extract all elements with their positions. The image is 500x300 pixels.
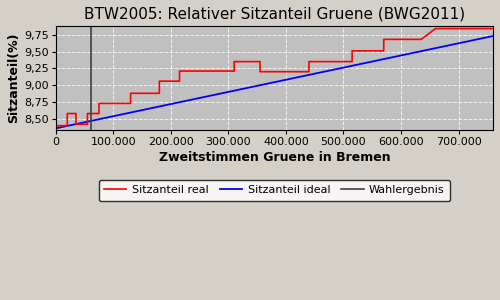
Sitzanteil real bbox=[73, 122, 79, 126]
Sitzanteil real bbox=[401, 38, 407, 41]
Sitzanteil real bbox=[418, 38, 424, 41]
Sitzanteil real bbox=[334, 60, 340, 63]
Sitzanteil real bbox=[366, 49, 372, 52]
Sitzanteil real bbox=[64, 124, 70, 128]
Sitzanteil real bbox=[320, 60, 326, 63]
Sitzanteil real bbox=[200, 69, 205, 73]
Sitzanteil real bbox=[145, 92, 151, 95]
Sitzanteil real bbox=[432, 27, 438, 30]
Sitzanteil real bbox=[467, 27, 473, 30]
Sitzanteil real bbox=[334, 60, 340, 63]
Sitzanteil real bbox=[432, 27, 438, 30]
Line: Sitzanteil real: Sitzanteil real bbox=[56, 28, 493, 126]
Sitzanteil real bbox=[418, 38, 424, 41]
Sitzanteil real bbox=[490, 27, 496, 30]
Sitzanteil real bbox=[96, 112, 102, 115]
Sitzanteil real bbox=[176, 69, 182, 73]
X-axis label: Zweitstimmen Gruene in Bremen: Zweitstimmen Gruene in Bremen bbox=[158, 152, 390, 164]
Sitzanteil real bbox=[128, 102, 134, 105]
Sitzanteil real bbox=[467, 27, 473, 30]
Sitzanteil real bbox=[231, 69, 237, 73]
Sitzanteil real bbox=[306, 60, 312, 63]
Sitzanteil real bbox=[320, 60, 326, 63]
Y-axis label: Sitzanteil(%): Sitzanteil(%) bbox=[7, 33, 20, 123]
Sitzanteil real bbox=[156, 80, 162, 83]
Sitzanteil real bbox=[53, 124, 59, 128]
Sitzanteil real bbox=[380, 49, 386, 52]
Sitzanteil real bbox=[128, 92, 134, 95]
Sitzanteil real bbox=[231, 60, 237, 63]
Sitzanteil real bbox=[200, 69, 205, 73]
Sitzanteil real bbox=[176, 80, 182, 83]
Sitzanteil real bbox=[156, 92, 162, 95]
Sitzanteil real bbox=[64, 112, 70, 115]
Sitzanteil real bbox=[73, 112, 79, 115]
Sitzanteil real bbox=[84, 112, 90, 115]
Sitzanteil real bbox=[380, 38, 386, 41]
Sitzanteil real bbox=[366, 49, 372, 52]
Sitzanteil real bbox=[306, 70, 312, 74]
Sitzanteil real bbox=[145, 92, 151, 95]
Sitzanteil real bbox=[257, 70, 263, 74]
Sitzanteil real bbox=[349, 49, 355, 52]
Sitzanteil real bbox=[96, 102, 102, 105]
Legend: Sitzanteil real, Sitzanteil ideal, Wahlergebnis: Sitzanteil real, Sitzanteil ideal, Wahle… bbox=[98, 180, 450, 201]
Sitzanteil real bbox=[349, 60, 355, 63]
Sitzanteil real bbox=[401, 38, 407, 41]
Title: BTW2005: Relativer Sitzanteil Gruene (BWG2011): BTW2005: Relativer Sitzanteil Gruene (BW… bbox=[84, 7, 465, 22]
Sitzanteil real bbox=[257, 60, 263, 63]
Sitzanteil real bbox=[84, 122, 90, 126]
